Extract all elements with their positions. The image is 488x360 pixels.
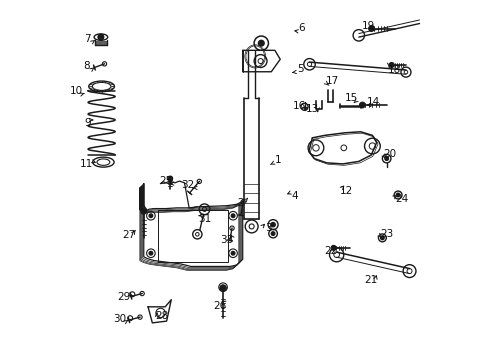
Circle shape: [141, 208, 146, 214]
Text: 3: 3: [265, 223, 271, 233]
Text: 15: 15: [344, 93, 357, 103]
Text: 26: 26: [213, 301, 226, 311]
Text: 27: 27: [122, 230, 135, 240]
Text: 17: 17: [325, 76, 338, 86]
Text: 23: 23: [379, 229, 392, 239]
Text: 22: 22: [324, 246, 337, 256]
Text: 8: 8: [83, 62, 90, 71]
Circle shape: [231, 251, 234, 255]
Text: 32: 32: [181, 180, 194, 190]
Circle shape: [220, 285, 226, 291]
Circle shape: [384, 157, 387, 160]
Text: 10: 10: [69, 86, 82, 96]
Circle shape: [359, 102, 365, 108]
Circle shape: [388, 63, 393, 67]
Circle shape: [167, 176, 172, 181]
Text: 20: 20: [383, 149, 396, 159]
Text: 24: 24: [394, 194, 407, 203]
Circle shape: [395, 193, 399, 197]
Circle shape: [149, 251, 152, 255]
Circle shape: [149, 214, 152, 217]
Circle shape: [98, 34, 103, 40]
Circle shape: [258, 40, 264, 46]
Text: 16: 16: [293, 102, 306, 111]
Text: 21: 21: [363, 275, 376, 285]
Text: 12: 12: [339, 186, 352, 197]
Text: 11: 11: [80, 159, 93, 169]
Circle shape: [270, 222, 275, 227]
Text: 30: 30: [113, 314, 126, 324]
Text: 13: 13: [305, 104, 318, 113]
Circle shape: [231, 214, 234, 217]
Text: 25: 25: [159, 176, 172, 186]
Circle shape: [368, 26, 374, 31]
Text: 4: 4: [290, 191, 297, 201]
Circle shape: [271, 232, 274, 235]
Text: 2: 2: [236, 198, 243, 208]
Text: 18: 18: [387, 65, 400, 75]
Text: 14: 14: [366, 97, 379, 107]
Text: 5: 5: [297, 64, 303, 74]
Circle shape: [330, 246, 335, 250]
Text: 6: 6: [298, 23, 305, 33]
Text: 9: 9: [84, 118, 90, 128]
Text: 19: 19: [362, 21, 375, 31]
Text: 28: 28: [155, 311, 169, 321]
Circle shape: [380, 236, 384, 240]
Text: 1: 1: [275, 156, 281, 165]
Text: 7: 7: [84, 34, 90, 44]
Text: 29: 29: [117, 292, 130, 302]
Text: 31: 31: [198, 213, 211, 224]
Text: 33: 33: [220, 235, 233, 245]
